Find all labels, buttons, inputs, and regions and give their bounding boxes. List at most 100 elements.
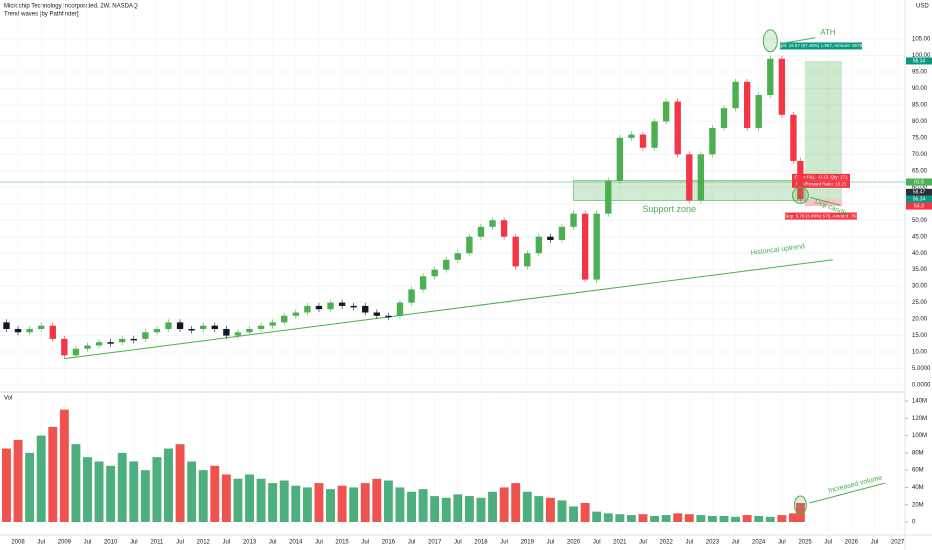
x-tick-label: Jul [824,540,832,546]
candle [350,305,357,308]
candle [234,332,242,336]
x-tick-label: 2023 [706,540,720,546]
candle [119,338,126,343]
volume-bar [349,487,359,522]
x-tick-label: Jul [130,540,138,546]
y-tick-label: 0.0000 [912,383,931,389]
candle [188,328,195,331]
candle [477,226,485,237]
volume-bar [638,514,648,522]
candle [581,213,589,280]
y-tick-label: 65.00 [912,168,928,174]
volume-title: Vol [4,396,12,402]
y2-tick-label: 140M [912,399,927,405]
volume-bar [233,478,243,522]
candle [338,302,346,306]
y2-tick-label: 120M [912,416,927,422]
volume-bar [383,480,393,522]
candle [512,236,519,267]
volume-bar [245,474,254,522]
candle [84,345,91,349]
volume-bar [395,487,405,522]
price-marker: 56.34 [913,197,926,203]
volume-bar [175,444,185,522]
volume-bar [418,489,428,522]
volume-bar [626,515,636,522]
volume-bar [673,513,683,522]
x-tick-label: Jul [547,540,555,546]
candle [257,325,265,329]
position-info: Risk/Reward Ratio: 10.21 [795,182,847,187]
position-info-bg [792,173,851,181]
y2-tick-label: 100M [912,433,927,439]
x-tick-label: 2020 [567,540,581,546]
candle [292,312,299,316]
x-tick-label: 2009 [58,540,72,546]
x-tick-label: Jul [732,540,740,546]
x-tick-label: 2024 [752,540,766,546]
y-tick-label: 70.00 [912,152,928,158]
price-marker-bg [906,195,932,203]
x-tick-label: 2021 [613,540,627,546]
volume-bar [534,496,544,522]
volume-bar [198,470,208,522]
candle [500,220,508,237]
volume-bar [48,426,58,522]
y-tick-label: 90.00 [912,86,928,92]
volume-bar [441,497,451,522]
price-marker: 98.34 [913,58,926,64]
x-tick-label: Jul [593,540,601,546]
candle [211,325,218,329]
candle [142,332,149,339]
candle [651,121,658,148]
volume-bar [71,444,81,522]
ath-arrow [780,37,816,45]
candle [315,305,323,310]
stop-zone [805,199,843,207]
candle [385,315,392,318]
candle [790,114,797,161]
volume-bar [256,478,266,522]
y2-tick-label: 0 [912,520,916,526]
stop-label-bg [785,212,858,220]
candle [362,305,369,313]
doji-circle [791,186,809,204]
x-tick-label: 2022 [659,540,673,546]
y2-tick-label: 60M [912,468,924,474]
candle [697,154,705,201]
candle [797,160,804,200]
volume-bar [777,515,787,522]
candle [489,220,496,227]
candle [153,328,161,333]
target-label-bg [780,42,863,50]
volume-bar [372,478,382,522]
price-marker-bg [906,188,932,196]
y-tick-label: 95.00 [912,70,928,76]
volume-bar [25,452,35,522]
y2-tick-label: 80M [912,450,924,456]
volume-bar [164,448,173,522]
y-tick-label: 85.00 [912,102,928,108]
volume-bar [140,470,150,522]
candle [720,108,728,128]
support-zone-label: Support zone [643,204,697,214]
candle [419,276,427,290]
position-info: Open P&L: -0.13, Qty: 171 [794,175,848,180]
volume-bar [569,506,579,522]
volume-bar [430,496,440,522]
candle [327,302,334,310]
x-tick-label: Jul [639,540,647,546]
y-tick-label: 20.00 [912,317,928,323]
volume-bar [696,515,706,522]
volume-bar [684,514,694,522]
x-tick-label: 2013 [243,540,257,546]
volume-bar [36,435,46,522]
volume-bar [129,461,139,522]
chart-title: Microchip Technology Incorporated, 2W, N… [4,4,138,10]
x-tick-label: 2012 [197,540,211,546]
candle [200,325,207,329]
target-label: Target: 19.57 (57.48%) 1,957, Amount: 55… [774,43,869,48]
candle [176,322,184,329]
